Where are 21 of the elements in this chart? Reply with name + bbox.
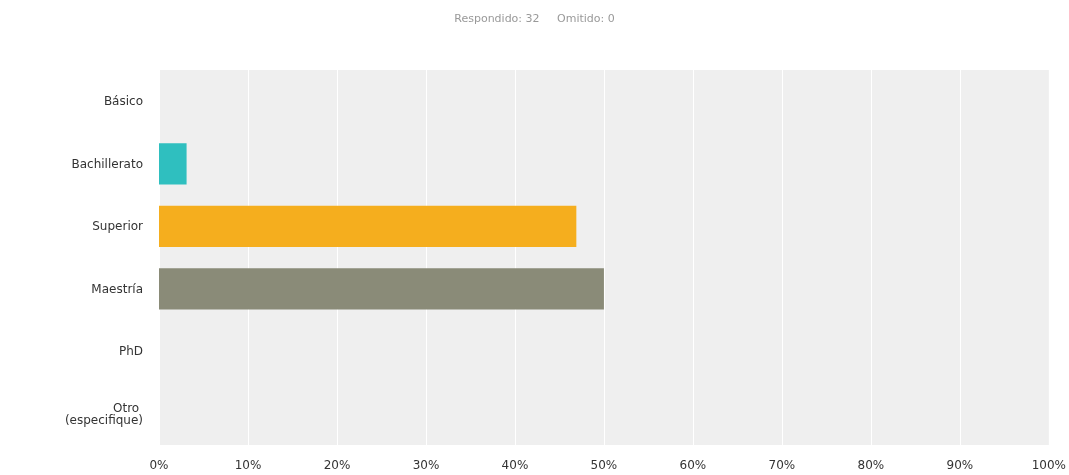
x-tick-label: 30% — [412, 458, 440, 472]
y-tick-label: Otro (especifique) — [64, 400, 143, 427]
x-tick-label: 90% — [946, 458, 974, 472]
bar — [159, 205, 577, 247]
x-tick-label: 0% — [149, 458, 169, 472]
x-tick-label: 50% — [590, 458, 618, 472]
x-tick-label: 100% — [1031, 458, 1066, 472]
x-tick-label: 70% — [768, 458, 796, 472]
chart-title: Respondido: 32 Omitido: 0 — [454, 12, 615, 25]
x-tick-label: 80% — [857, 458, 885, 472]
x-tick-label: 60% — [679, 458, 707, 472]
y-tick-label: Superior — [92, 219, 144, 234]
y-tick-label: Bachillerato — [71, 156, 143, 171]
x-tick-label: 20% — [323, 458, 351, 472]
y-tick-label: Básico — [103, 94, 143, 109]
x-tick-label: 10% — [234, 458, 262, 472]
bar — [159, 143, 187, 185]
y-tick-label: Maestría — [91, 281, 143, 296]
x-tick-label: 40% — [501, 458, 529, 472]
y-tick-label: PhD — [118, 344, 143, 359]
bar — [159, 268, 604, 310]
